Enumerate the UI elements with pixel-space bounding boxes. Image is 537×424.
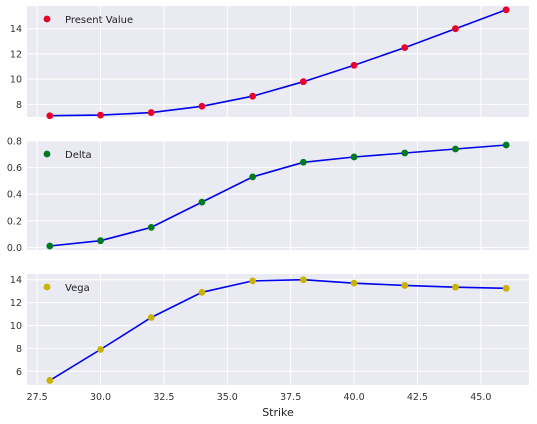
data-point bbox=[401, 44, 409, 52]
x-tick-label: 42.5 bbox=[407, 392, 428, 403]
data-point bbox=[350, 153, 358, 161]
data-point bbox=[452, 283, 459, 291]
y-tick-label: 0.0 bbox=[7, 243, 22, 254]
data-point bbox=[350, 61, 358, 69]
series-line bbox=[49, 9, 507, 117]
data-point bbox=[502, 284, 510, 292]
data-point bbox=[147, 224, 155, 231]
data-point bbox=[198, 198, 206, 206]
y-tick-label: 0.8 bbox=[7, 137, 22, 148]
legend-label: Vega bbox=[65, 283, 90, 294]
panel-delta: 0.0 0.2 0.4 0.6 0.8 Delta bbox=[7, 137, 529, 254]
data-point bbox=[147, 109, 155, 116]
data-point bbox=[46, 242, 54, 250]
panel-present-value: 8 10 12 14 Present Value bbox=[10, 6, 529, 120]
data-point bbox=[299, 158, 307, 166]
y-tick-label: 8 bbox=[16, 344, 22, 355]
data-point bbox=[502, 141, 510, 149]
x-tick-label: 35.0 bbox=[217, 392, 238, 403]
data-point bbox=[46, 112, 54, 120]
y-tick-label: 12 bbox=[10, 49, 22, 60]
data-point bbox=[97, 346, 104, 353]
x-tick-label: 30.0 bbox=[90, 392, 111, 403]
data-point bbox=[299, 78, 307, 86]
y-tick-label: 10 bbox=[10, 321, 22, 332]
series-line bbox=[49, 278, 507, 382]
plot-background bbox=[27, 141, 529, 250]
legend-marker bbox=[43, 150, 51, 158]
data-point bbox=[401, 149, 409, 157]
data-point bbox=[198, 288, 206, 296]
y-tick-label: 0.6 bbox=[7, 163, 22, 174]
data-point bbox=[401, 282, 409, 289]
x-tick-label: 45.0 bbox=[470, 392, 491, 403]
data-point bbox=[299, 276, 307, 284]
data-point bbox=[97, 237, 104, 245]
x-tick-label: 40.0 bbox=[343, 392, 364, 403]
series-line bbox=[49, 144, 507, 247]
y-tick-label: 8 bbox=[16, 100, 22, 111]
x-axis-title: Strike bbox=[262, 406, 294, 419]
data-point bbox=[452, 145, 459, 153]
data-point bbox=[97, 111, 104, 119]
y-tick-label: 6 bbox=[16, 367, 22, 378]
data-point bbox=[249, 277, 257, 285]
y-tick-label: 14 bbox=[10, 275, 22, 286]
y-tick-label: 10 bbox=[10, 75, 22, 86]
data-point bbox=[452, 25, 459, 33]
y-tick-label: 0.2 bbox=[7, 216, 22, 227]
data-point bbox=[46, 377, 54, 384]
data-point bbox=[249, 173, 257, 181]
y-tick-label: 0.4 bbox=[7, 190, 22, 201]
x-tick-label: 27.5 bbox=[27, 392, 48, 403]
plot-background bbox=[27, 274, 529, 385]
legend-label: Present Value bbox=[65, 15, 133, 26]
data-point bbox=[198, 102, 206, 110]
data-point bbox=[350, 279, 358, 287]
y-tick-label: 14 bbox=[10, 24, 22, 35]
legend-marker bbox=[43, 15, 51, 23]
data-point bbox=[249, 92, 257, 100]
data-point bbox=[147, 314, 155, 321]
plot-background bbox=[27, 6, 529, 117]
x-tick-label: 37.5 bbox=[280, 392, 301, 403]
x-tick-label: 32.5 bbox=[153, 392, 174, 403]
legend-marker bbox=[43, 283, 51, 291]
y-tick-label: 12 bbox=[10, 298, 22, 309]
panel-vega: 6 8 10 12 14 Vega 27.5 30.0 32.5 35.0 37.5 40.0 42.5… bbox=[10, 274, 529, 419]
legend-label: Delta bbox=[65, 150, 92, 161]
data-point bbox=[502, 6, 510, 14]
